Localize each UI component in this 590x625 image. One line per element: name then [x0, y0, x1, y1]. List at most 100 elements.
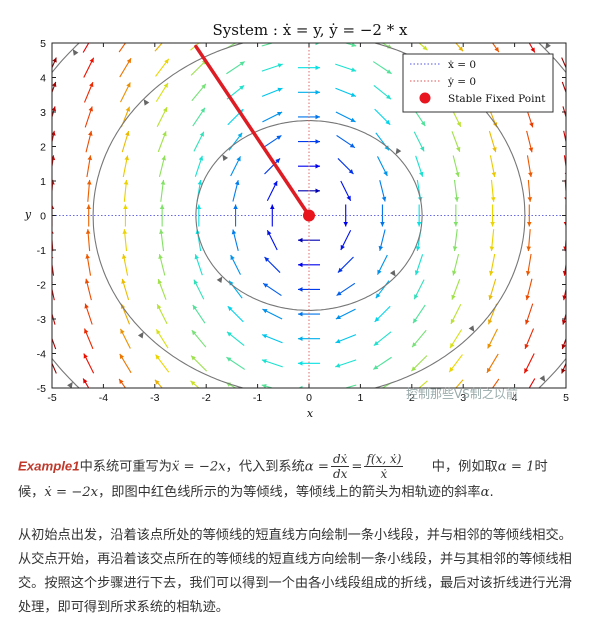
vector-arrow — [82, 378, 90, 388]
vector-arrow — [155, 82, 169, 102]
vector-arrow — [191, 83, 207, 102]
x-tick-label: -4 — [99, 392, 108, 404]
vector-arrow — [524, 328, 535, 350]
vector-arrow — [448, 354, 463, 373]
vector-arrow — [52, 361, 57, 374]
y-tick-label: -1 — [37, 245, 46, 257]
vector-arrow — [266, 230, 278, 251]
fraction-1-numerator: dẋ — [330, 452, 350, 467]
legend-label: ẏ = 0 — [447, 76, 476, 88]
vector-arrow — [120, 328, 131, 349]
vector-arrow — [523, 353, 535, 374]
vector-arrow — [337, 256, 354, 273]
vector-arrow — [563, 204, 566, 227]
vector-arrow — [335, 111, 356, 123]
para1-text-2: ，代入到系统 — [225, 459, 305, 475]
vector-arrow — [372, 61, 392, 75]
vector-arrow — [561, 337, 566, 350]
vector-arrow — [375, 280, 390, 299]
alpha-symbol: α — [480, 485, 490, 500]
para1-text-4: 时候， — [18, 459, 548, 501]
vector-arrow — [335, 63, 357, 72]
trajectory-arrow — [222, 154, 229, 162]
phase-portrait-figure: -5 -4 -3 -2 -1 0 1 2 3 4 5 5 4 3 2 1 0 -1 -2 -3 -4 -5 System … — [24, 21, 569, 420]
x-tick-label: -1 — [253, 392, 262, 404]
vector-arrow — [561, 57, 566, 70]
vector-arrow — [123, 179, 129, 202]
vector-arrow — [261, 87, 283, 97]
para1-text-3: 中，例如取 — [431, 459, 498, 475]
vector-arrow — [455, 43, 464, 52]
vector-arrow — [158, 253, 166, 276]
vector-arrow — [190, 43, 200, 51]
vector-arrow — [120, 82, 131, 103]
trajectory-arrow — [67, 381, 73, 388]
vector-arrow — [526, 229, 532, 252]
vector-arrow — [418, 380, 428, 388]
vector-arrow — [155, 58, 170, 77]
vector-arrow — [525, 253, 532, 276]
vector-arrow — [335, 359, 357, 368]
vector-arrow — [561, 361, 566, 374]
vector-arrow — [375, 132, 390, 151]
vector-arrow — [226, 61, 246, 75]
x-tick-label: 1 — [357, 392, 363, 404]
vector-arrow — [122, 155, 129, 178]
trajectory-arrow — [468, 325, 475, 332]
vector-arrow — [335, 308, 356, 320]
example-label: Example1 — [18, 458, 80, 474]
vector-arrow — [415, 155, 424, 177]
vector-arrow — [230, 156, 241, 177]
vector-arrow — [372, 356, 392, 370]
y-tick-label: 2 — [40, 142, 46, 154]
vector-arrow — [414, 254, 424, 276]
vector-arrow — [230, 254, 241, 275]
vector-arrow — [489, 155, 497, 178]
y-tick-label: -2 — [37, 280, 46, 292]
equals-sign: = — [351, 459, 363, 475]
x-tick-label: -2 — [202, 392, 211, 404]
vector-arrow — [562, 286, 566, 301]
vector-arrow — [528, 378, 536, 388]
vector-arrow — [490, 204, 495, 227]
x-tick-label: 3 — [460, 392, 466, 404]
vector-arrow — [83, 328, 94, 350]
stable-fixed-point — [303, 209, 315, 222]
vector-arrow — [527, 179, 533, 202]
vector-arrow — [194, 155, 204, 177]
vector-arrow — [155, 329, 169, 349]
trajectory-arrow — [143, 99, 150, 106]
vector-arrow — [264, 158, 281, 175]
vector-arrow — [121, 278, 130, 301]
vector-arrow — [336, 135, 356, 149]
vector-arrow — [377, 156, 388, 177]
vector-arrow — [335, 87, 357, 97]
vector-arrow — [194, 254, 203, 276]
vector-arrow — [525, 278, 533, 301]
para1-text-5: ，即图中红色线所示的为等倾线，等倾线上的箭头为相轨迹的斜率 — [98, 485, 481, 500]
vector-arrow — [191, 329, 207, 348]
vector-arrow — [451, 278, 461, 300]
vector-arrow — [298, 43, 320, 46]
y-tick-label: -5 — [37, 383, 46, 395]
vector-arrow — [225, 43, 237, 49]
x-tick-label: 4 — [512, 392, 518, 404]
vector-arrow — [451, 131, 461, 153]
vector-arrow — [190, 355, 208, 372]
vector-arrow — [374, 305, 391, 323]
vector-arrow — [193, 131, 205, 152]
alpha-one: α = 1 — [497, 459, 535, 475]
vector-arrow — [160, 179, 166, 202]
fraction-1-denominator: dx — [332, 467, 348, 481]
vector-arrow — [193, 279, 205, 300]
vector-arrow — [562, 260, 566, 276]
vector-arrow — [452, 253, 460, 276]
vector-arrow — [84, 278, 92, 301]
vector-arrow — [449, 329, 463, 349]
vector-arrow — [232, 180, 240, 202]
vector-arrow — [226, 331, 245, 347]
x-tick-label: 5 — [563, 392, 569, 404]
y-tick-label: 3 — [40, 107, 46, 119]
vector-arrow — [298, 336, 320, 342]
vector-arrow — [418, 43, 428, 51]
